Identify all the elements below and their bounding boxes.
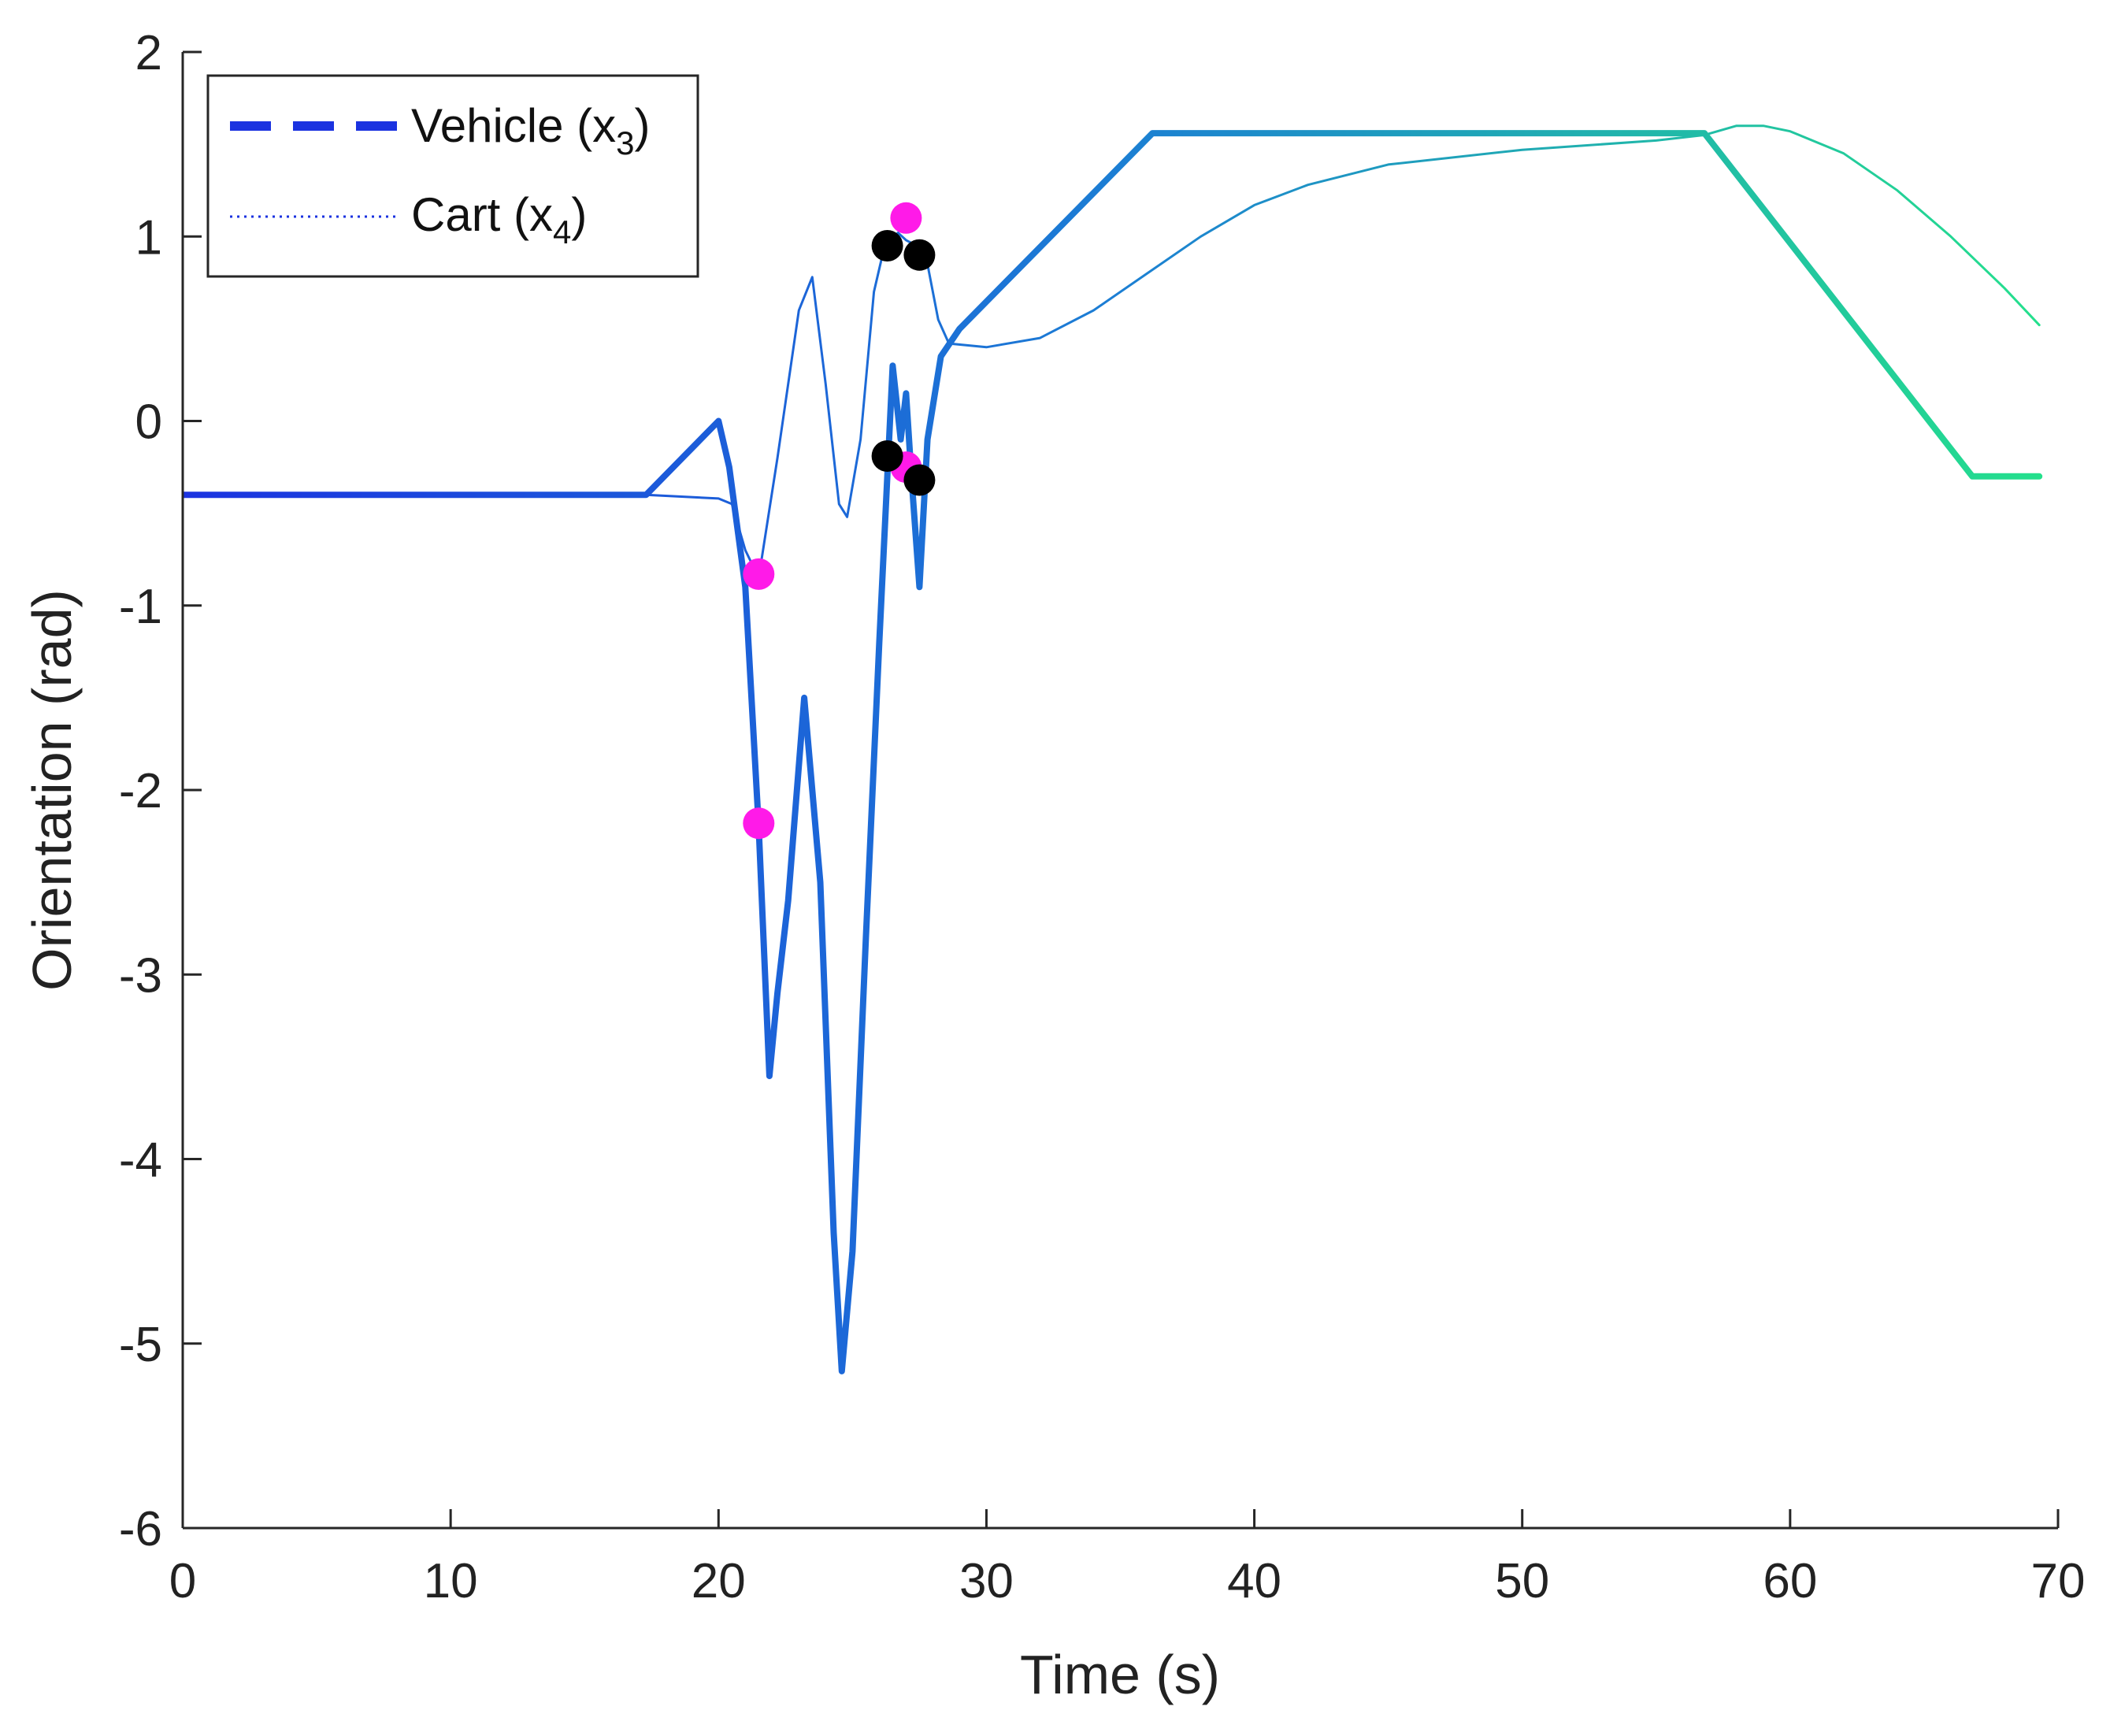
- marker-point-black: [871, 440, 903, 472]
- legend-box: [206, 74, 699, 278]
- x-axis-label: Time (s): [1020, 1644, 1220, 1705]
- x-tick-label: 40: [1227, 1554, 1281, 1608]
- x-tick-label: 60: [1763, 1554, 1817, 1608]
- y-tick-label: -1: [119, 580, 162, 634]
- marker-point-black: [903, 239, 936, 271]
- legend-cart-close: ): [571, 188, 587, 241]
- legend-cart-sub: 4: [553, 213, 571, 250]
- marker-point-black: [903, 464, 936, 496]
- plot-area: [183, 52, 2058, 1528]
- y-tick-label: 0: [135, 395, 162, 450]
- legend-vehicle-base: Vehicle (x: [411, 99, 616, 152]
- x-tick-label: 0: [169, 1554, 196, 1608]
- legend-label-cart: Cart (x4): [411, 188, 587, 250]
- marker-point-black: [871, 230, 903, 262]
- legend-vehicle-sub: 3: [616, 124, 634, 161]
- x-ticks: 0 10 20 30 40 50 60 70: [169, 1509, 2086, 1608]
- series-line-cart: [183, 124, 2041, 580]
- y-tick-label: 1: [135, 210, 162, 265]
- x-tick-label: 20: [692, 1554, 746, 1608]
- x-tick-label: 70: [2031, 1554, 2086, 1608]
- y-tick-label: -4: [119, 1133, 162, 1188]
- x-tick-label: 50: [1495, 1554, 1549, 1608]
- legend-label-vehicle: Vehicle (x3): [411, 99, 650, 161]
- series-layer: [183, 124, 2043, 1374]
- marker-point-magenta: [743, 807, 775, 840]
- legend-cart-base: Cart (x: [411, 188, 553, 241]
- legend: Vehicle (x3) Cart (x4): [206, 74, 699, 278]
- y-axis-label: Orientation (rad): [21, 589, 83, 991]
- y-tick-label: -5: [119, 1318, 162, 1372]
- marker-point-magenta: [743, 558, 775, 590]
- y-tick-label: -6: [119, 1502, 162, 1556]
- marker-layer: [743, 202, 936, 840]
- x-tick-label: 10: [424, 1554, 478, 1608]
- legend-vehicle-close: ): [635, 99, 651, 152]
- marker-point-magenta: [890, 202, 922, 234]
- y-tick-label: 2: [135, 26, 162, 80]
- y-tick-label: -3: [119, 948, 162, 1003]
- x-tick-label: 30: [959, 1554, 1014, 1608]
- y-tick-label: -2: [119, 764, 162, 818]
- y-ticks: -6 -5 -4 -3 -2 -1 0 1 2: [119, 26, 202, 1556]
